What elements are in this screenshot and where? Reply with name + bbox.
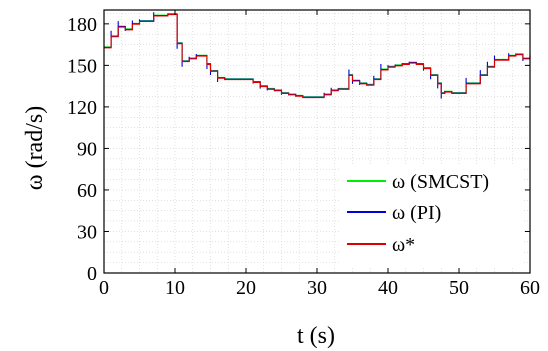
x-tick-label: 0 <box>99 277 109 299</box>
x-tick-label: 30 <box>307 277 327 299</box>
x-tick-label: 20 <box>236 277 256 299</box>
y-tick-label: 90 <box>77 138 97 160</box>
x-axis-label: t (s) <box>297 323 335 349</box>
legend-entry-label: ω* <box>392 234 415 256</box>
x-tick-label: 40 <box>378 277 398 299</box>
y-tick-label: 30 <box>77 221 97 243</box>
x-tick-label: 50 <box>449 277 469 299</box>
y-tick-label: 180 <box>67 14 97 36</box>
legend-entry-label: ω (SMCST) <box>392 171 489 193</box>
series-line- <box>104 14 531 99</box>
x-tick-label: 10 <box>165 277 185 299</box>
legend: ω (SMCST) ω (PI) ω* <box>340 166 524 266</box>
y-tick-label: 120 <box>67 97 97 119</box>
series-lines <box>104 12 531 99</box>
x-tick-label: 60 <box>520 277 540 299</box>
y-tick-label: 60 <box>77 180 97 202</box>
y-axis-label: ω (rad/s) <box>22 106 48 190</box>
legend-entry-label: ω (PI) <box>392 202 441 224</box>
legend-box <box>340 166 524 266</box>
y-tick-label: 0 <box>87 263 97 285</box>
y-tick-label: 150 <box>67 55 97 77</box>
y-axis-ticks: 0 30 60 90 120 150 180 <box>67 14 530 285</box>
x-axis-ticks: 0 10 20 30 40 50 60 <box>99 10 540 299</box>
